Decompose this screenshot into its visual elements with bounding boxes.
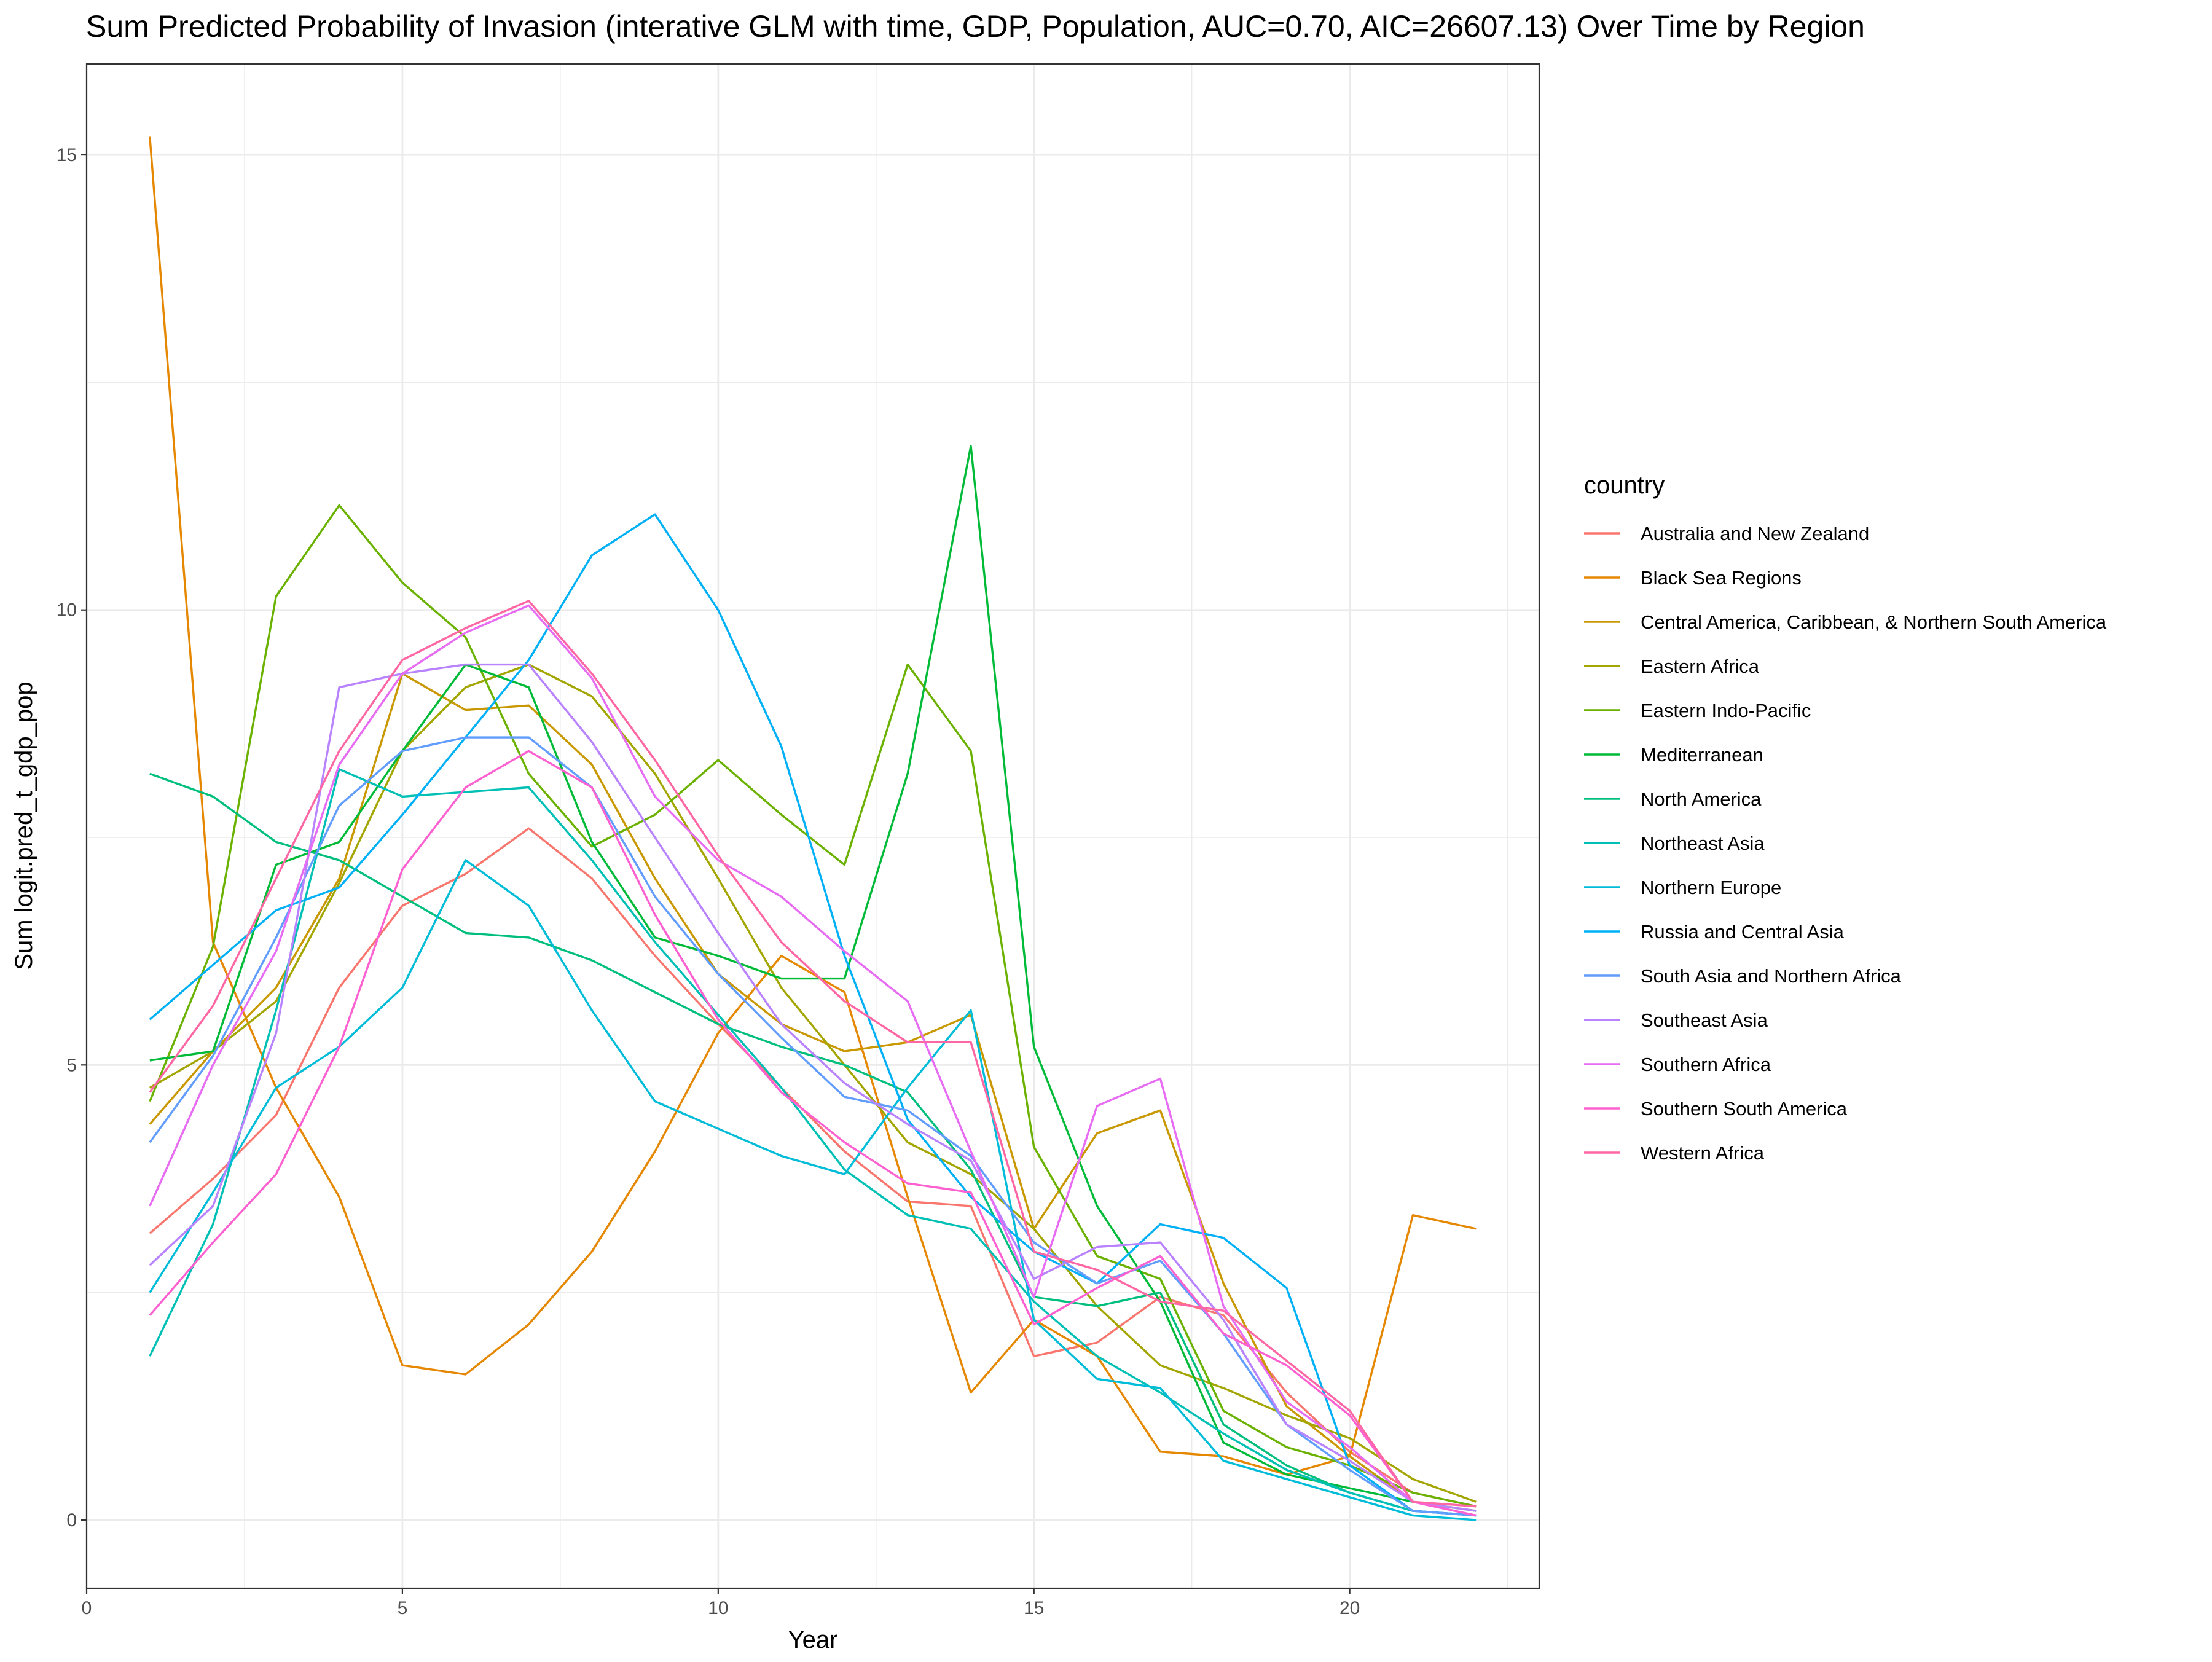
series-line [149, 663, 1477, 1512]
series-line [149, 672, 1477, 1512]
legend-label: Northern Europe [1641, 877, 1781, 898]
legend-label: Black Sea Regions [1641, 567, 1802, 589]
legend-label: Russia and Central Asia [1641, 921, 1845, 943]
legend-title: country [1584, 472, 1665, 499]
series-line [149, 663, 1477, 1503]
y-tick-label: 15 [57, 145, 77, 165]
legend-label: Northeast Asia [1641, 833, 1765, 854]
legend-item: Northern Europe [1584, 877, 1781, 898]
x-axis: 0 5 10 15 20 [82, 1588, 1360, 1618]
legend-item: Southern South America [1584, 1098, 1848, 1119]
legend-label: Southeast Asia [1641, 1009, 1768, 1031]
legend-label: North America [1641, 788, 1762, 810]
legend: country Australia and New Zealand Black S… [1584, 472, 2107, 1164]
series-line [149, 859, 1477, 1521]
legend-label: Eastern Africa [1641, 656, 1760, 677]
legend-item: Australia and New Zealand [1584, 523, 1869, 544]
grid-minor [87, 64, 1539, 1588]
series-line [149, 604, 1477, 1517]
legend-item: Mediterranean [1584, 744, 1763, 766]
legend-item: Western Africa [1584, 1142, 1765, 1164]
x-axis-title: Year [788, 1626, 838, 1653]
legend-label: Mediterranean [1641, 744, 1763, 766]
legend-item: Southeast Asia [1584, 1009, 1768, 1031]
legend-label: Australia and New Zealand [1641, 523, 1869, 544]
x-tick-label: 20 [1339, 1598, 1360, 1618]
legend-item: North America [1584, 788, 1762, 810]
x-tick-label: 15 [1024, 1598, 1044, 1618]
legend-item: Northeast Asia [1584, 833, 1765, 854]
x-tick-label: 10 [708, 1598, 728, 1618]
y-tick-label: 5 [66, 1055, 77, 1075]
y-tick-label: 0 [66, 1510, 77, 1531]
plot-panel-border [85, 63, 1540, 1589]
x-tick-label: 0 [82, 1598, 92, 1618]
series-line [149, 772, 1477, 1517]
legend-label: Central America, Caribbean, & Northern S… [1641, 611, 2107, 633]
legend-item: Russia and Central Asia [1584, 921, 1845, 943]
series-line [149, 504, 1477, 1508]
x-tick-label: 5 [398, 1598, 408, 1618]
chart-title: Sum Predicted Probability of Invasion (i… [86, 9, 1865, 44]
y-axis: 0 5 10 15 [57, 145, 87, 1531]
series-line [149, 600, 1477, 1508]
legend-label: Western Africa [1641, 1142, 1765, 1164]
legend-item: Black Sea Regions [1584, 567, 1802, 589]
legend-label: South Asia and Northern Africa [1641, 965, 1902, 987]
series-layer [149, 136, 1477, 1521]
series-line [149, 445, 1477, 1512]
legend-item: South Asia and Northern Africa [1584, 965, 1902, 987]
y-axis-title: Sum logit.pred_t_gdp_pop [10, 681, 37, 970]
series-line [149, 513, 1477, 1517]
series-line [149, 136, 1477, 1476]
legend-item: Central America, Caribbean, & Northern S… [1584, 611, 2107, 633]
legend-label: Southern Africa [1641, 1054, 1771, 1075]
legend-label: Southern South America [1641, 1098, 1848, 1119]
legend-item: Eastern Indo-Pacific [1584, 700, 1811, 721]
legend-item: Southern Africa [1584, 1054, 1771, 1075]
series-line [149, 736, 1477, 1517]
legend-label: Eastern Indo-Pacific [1641, 700, 1811, 721]
series-line [149, 750, 1477, 1517]
legend-item: Eastern Africa [1584, 656, 1760, 677]
y-tick-label: 10 [57, 600, 77, 621]
plot-panel [87, 64, 1539, 1588]
series-line [149, 768, 1477, 1517]
